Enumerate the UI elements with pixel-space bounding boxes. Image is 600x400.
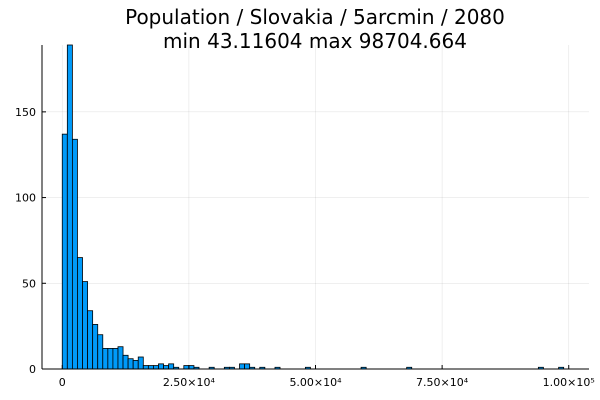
x-tick-label-4: 1.00×10⁵ xyxy=(543,376,595,389)
histogram-bar-11 xyxy=(117,346,124,370)
x-tick-label-3: 7.50×10⁴ xyxy=(416,376,469,389)
x-tick-label-1: 2.50×10⁴ xyxy=(163,376,216,389)
x-tick-label-0: 0 xyxy=(59,376,66,389)
histogram-bar-14 xyxy=(132,360,139,370)
histogram-bar-12 xyxy=(122,354,129,370)
histogram-bars xyxy=(61,44,565,370)
histogram-bar-2 xyxy=(71,138,78,370)
histogram-bar-21 xyxy=(168,363,175,370)
histogram-bar-0 xyxy=(61,133,68,370)
histogram-bar-29 xyxy=(239,363,245,370)
y-tick-label-2: 100 xyxy=(15,192,36,205)
histogram-bar-24 xyxy=(188,365,195,370)
histogram-bar-16 xyxy=(142,365,149,370)
x-axis-ticks: 0 2.50×10⁴ 5.00×10⁴ 7.50×10⁴ 1.00×10⁵ xyxy=(59,365,595,389)
histogram-bar-13 xyxy=(127,358,134,370)
histogram-bar-5 xyxy=(87,310,94,370)
histogram-bar-30 xyxy=(244,363,251,370)
histogram-bar-18 xyxy=(153,365,159,370)
y-axis-ticks: 0 50 100 150 xyxy=(15,106,46,376)
histogram-bar-20 xyxy=(163,365,170,370)
histogram-bar-9 xyxy=(107,348,114,370)
y-tick-label-3: 150 xyxy=(15,106,36,119)
histogram-bar-1 xyxy=(66,44,73,370)
y-tick-label-1: 50 xyxy=(22,277,36,290)
histogram-bar-19 xyxy=(158,363,164,370)
histogram-bar-17 xyxy=(147,365,154,370)
chart-title-line-2: min 43.11604 max 98704.664 xyxy=(163,29,467,53)
histogram-bar-7 xyxy=(97,334,104,370)
histogram-bar-15 xyxy=(137,356,144,370)
chart-title-line-1: Population / Slovakia / 5arcmin / 2080 xyxy=(125,5,505,29)
y-tick-label-0: 0 xyxy=(29,363,36,376)
histogram-bar-4 xyxy=(82,281,88,370)
histogram-bar-6 xyxy=(92,324,99,370)
histogram-bar-23 xyxy=(183,365,190,370)
histogram-bar-3 xyxy=(77,257,83,370)
histogram-bar-10 xyxy=(112,348,119,370)
histogram-bar-8 xyxy=(102,348,109,370)
x-tick-label-2: 5.00×10⁴ xyxy=(289,376,342,389)
grid-lines xyxy=(42,45,589,370)
